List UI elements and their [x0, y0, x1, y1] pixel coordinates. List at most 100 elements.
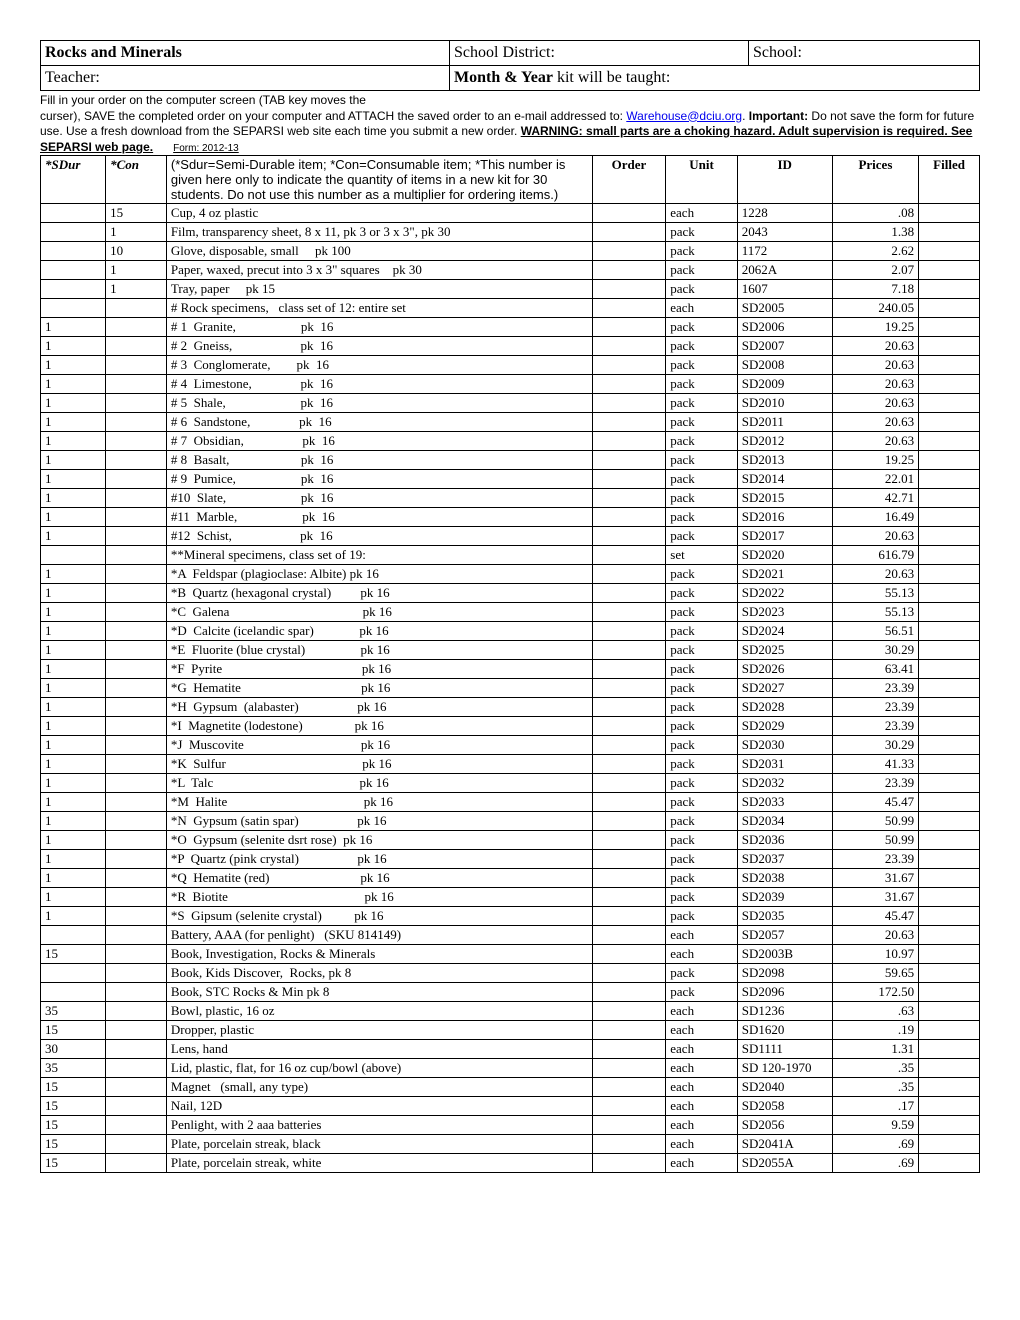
- cell-order[interactable]: [592, 774, 666, 793]
- cell-filled[interactable]: [919, 641, 980, 660]
- cell-order[interactable]: [592, 1021, 666, 1040]
- cell-order[interactable]: [592, 546, 666, 565]
- cell-filled[interactable]: [919, 489, 980, 508]
- cell-filled[interactable]: [919, 1154, 980, 1173]
- cell-order[interactable]: [592, 299, 666, 318]
- cell-filled[interactable]: [919, 375, 980, 394]
- cell-order[interactable]: [592, 945, 666, 964]
- cell-order[interactable]: [592, 413, 666, 432]
- month-year-cell[interactable]: Month & Year kit will be taught:: [450, 66, 980, 91]
- cell-order[interactable]: [592, 812, 666, 831]
- cell-filled[interactable]: [919, 508, 980, 527]
- school-district-cell[interactable]: School District:: [450, 41, 749, 66]
- cell-order[interactable]: [592, 451, 666, 470]
- cell-filled[interactable]: [919, 1097, 980, 1116]
- cell-order[interactable]: [592, 698, 666, 717]
- cell-filled[interactable]: [919, 413, 980, 432]
- cell-filled[interactable]: [919, 622, 980, 641]
- cell-filled[interactable]: [919, 698, 980, 717]
- cell-filled[interactable]: [919, 1135, 980, 1154]
- cell-filled[interactable]: [919, 603, 980, 622]
- cell-filled[interactable]: [919, 527, 980, 546]
- cell-order[interactable]: [592, 964, 666, 983]
- cell-filled[interactable]: [919, 318, 980, 337]
- cell-filled[interactable]: [919, 679, 980, 698]
- cell-order[interactable]: [592, 869, 666, 888]
- cell-filled[interactable]: [919, 717, 980, 736]
- cell-order[interactable]: [592, 793, 666, 812]
- cell-order[interactable]: [592, 242, 666, 261]
- cell-order[interactable]: [592, 1154, 666, 1173]
- cell-order[interactable]: [592, 717, 666, 736]
- cell-filled[interactable]: [919, 869, 980, 888]
- cell-filled[interactable]: [919, 945, 980, 964]
- cell-order[interactable]: [592, 280, 666, 299]
- cell-order[interactable]: [592, 1040, 666, 1059]
- cell-filled[interactable]: [919, 565, 980, 584]
- cell-order[interactable]: [592, 1059, 666, 1078]
- cell-order[interactable]: [592, 1135, 666, 1154]
- cell-filled[interactable]: [919, 755, 980, 774]
- cell-order[interactable]: [592, 223, 666, 242]
- teacher-cell[interactable]: Teacher:: [41, 66, 450, 91]
- cell-filled[interactable]: [919, 964, 980, 983]
- cell-filled[interactable]: [919, 736, 980, 755]
- cell-order[interactable]: [592, 375, 666, 394]
- cell-order[interactable]: [592, 1078, 666, 1097]
- cell-order[interactable]: [592, 1116, 666, 1135]
- cell-filled[interactable]: [919, 394, 980, 413]
- cell-order[interactable]: [592, 584, 666, 603]
- cell-filled[interactable]: [919, 546, 980, 565]
- cell-filled[interactable]: [919, 432, 980, 451]
- cell-filled[interactable]: [919, 223, 980, 242]
- cell-filled[interactable]: [919, 1040, 980, 1059]
- cell-order[interactable]: [592, 261, 666, 280]
- cell-filled[interactable]: [919, 983, 980, 1002]
- cell-order[interactable]: [592, 565, 666, 584]
- cell-order[interactable]: [592, 660, 666, 679]
- cell-filled[interactable]: [919, 261, 980, 280]
- cell-order[interactable]: [592, 337, 666, 356]
- cell-order[interactable]: [592, 508, 666, 527]
- cell-filled[interactable]: [919, 812, 980, 831]
- cell-filled[interactable]: [919, 1002, 980, 1021]
- cell-order[interactable]: [592, 356, 666, 375]
- cell-filled[interactable]: [919, 1059, 980, 1078]
- cell-order[interactable]: [592, 907, 666, 926]
- cell-order[interactable]: [592, 679, 666, 698]
- cell-order[interactable]: [592, 736, 666, 755]
- cell-order[interactable]: [592, 622, 666, 641]
- cell-filled[interactable]: [919, 774, 980, 793]
- cell-filled[interactable]: [919, 1021, 980, 1040]
- cell-filled[interactable]: [919, 280, 980, 299]
- cell-order[interactable]: [592, 755, 666, 774]
- cell-order[interactable]: [592, 831, 666, 850]
- cell-filled[interactable]: [919, 204, 980, 223]
- cell-order[interactable]: [592, 432, 666, 451]
- cell-order[interactable]: [592, 489, 666, 508]
- cell-filled[interactable]: [919, 926, 980, 945]
- cell-order[interactable]: [592, 527, 666, 546]
- cell-order[interactable]: [592, 1097, 666, 1116]
- cell-order[interactable]: [592, 204, 666, 223]
- cell-filled[interactable]: [919, 451, 980, 470]
- cell-order[interactable]: [592, 603, 666, 622]
- cell-filled[interactable]: [919, 850, 980, 869]
- cell-filled[interactable]: [919, 242, 980, 261]
- cell-filled[interactable]: [919, 356, 980, 375]
- cell-order[interactable]: [592, 926, 666, 945]
- cell-filled[interactable]: [919, 337, 980, 356]
- cell-filled[interactable]: [919, 470, 980, 489]
- cell-filled[interactable]: [919, 907, 980, 926]
- cell-order[interactable]: [592, 1002, 666, 1021]
- cell-order[interactable]: [592, 641, 666, 660]
- cell-order[interactable]: [592, 850, 666, 869]
- cell-order[interactable]: [592, 318, 666, 337]
- cell-order[interactable]: [592, 888, 666, 907]
- cell-filled[interactable]: [919, 584, 980, 603]
- cell-order[interactable]: [592, 470, 666, 489]
- email-link[interactable]: Warehouse@dciu.org: [626, 109, 742, 123]
- cell-order[interactable]: [592, 394, 666, 413]
- cell-filled[interactable]: [919, 1078, 980, 1097]
- cell-filled[interactable]: [919, 793, 980, 812]
